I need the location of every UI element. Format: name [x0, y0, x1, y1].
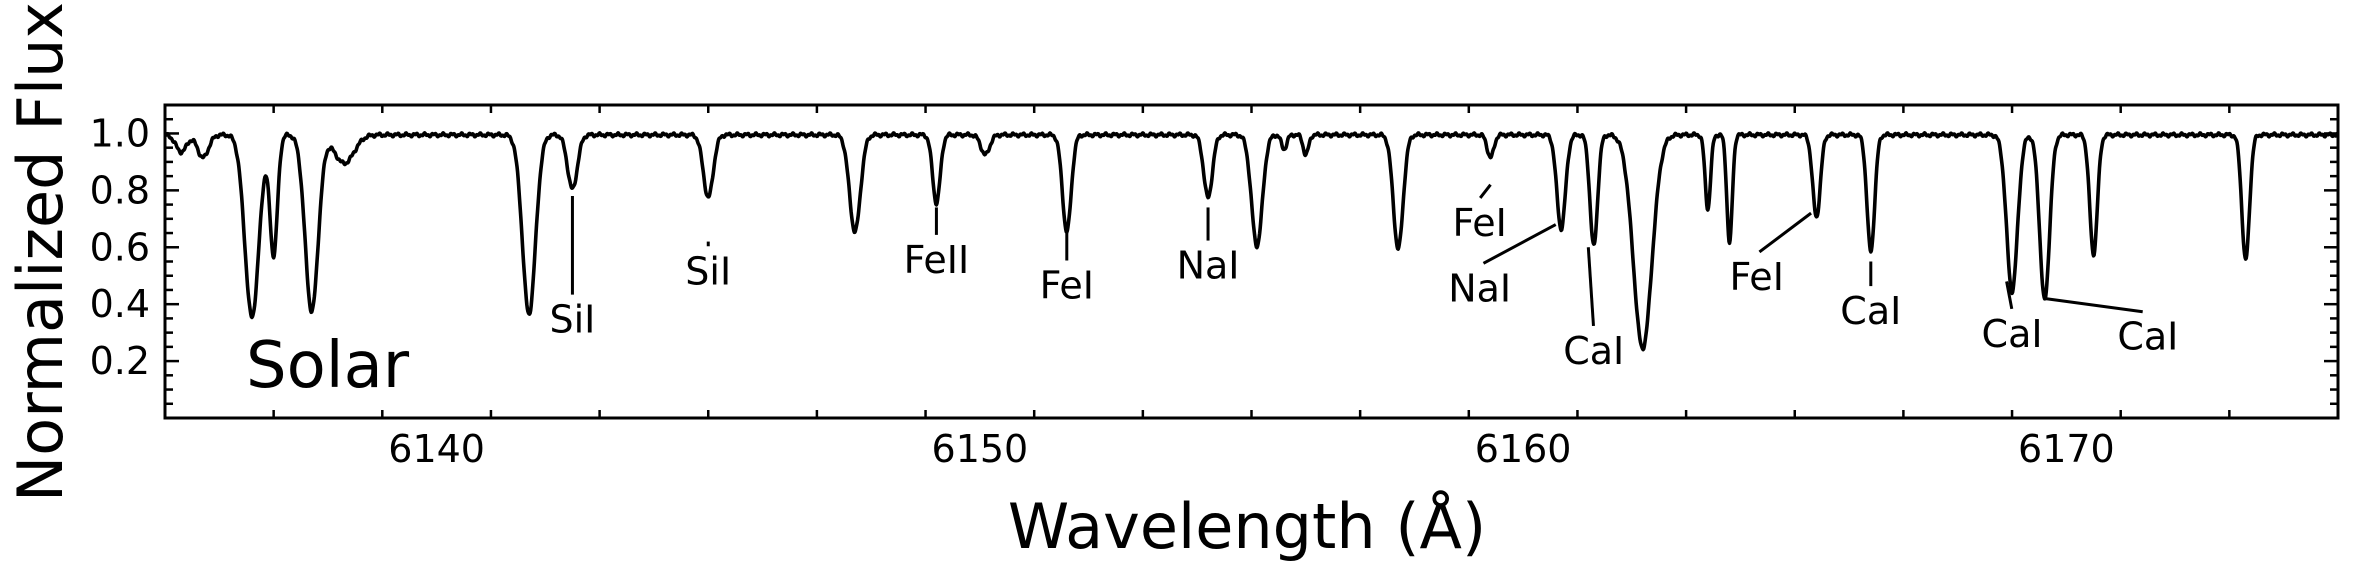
x-tick-label: 6170 [2018, 427, 2115, 471]
annotation-leader [1758, 211, 1812, 254]
annotation-fei: FeI [1452, 183, 1507, 245]
annotation-label: CaI [1840, 289, 1901, 333]
annotation-label: SiI [685, 249, 731, 293]
annotation-nai: NaI [1177, 207, 1240, 288]
x-tick-label: 6150 [932, 427, 1029, 471]
plot-frame [163, 103, 2340, 420]
annotation-leader [1586, 247, 1595, 327]
y-tick-label: 1.0 [90, 111, 150, 155]
panel-label: Solar [246, 329, 410, 403]
spectrum-line [163, 131, 2340, 352]
x-axis-label: Wavelength (Å) [1008, 490, 1486, 563]
annotation-label: FeI [1452, 201, 1506, 245]
annotation-label: CaI [2117, 315, 2178, 359]
annotation-cai: CaI [2044, 297, 2178, 359]
annotation-label: FeI [1730, 255, 1784, 299]
annotation-cai: CaI [1982, 281, 2043, 356]
annotation-leader [1479, 183, 1492, 199]
annotation-fei: FeI [1730, 211, 1812, 299]
annotation-leader [2044, 297, 2143, 314]
line-annotations: SiI SiI FeII FeI NaI FeI NaI CaI FeI CaI CaI CaI [549, 183, 2178, 373]
annotation-label: FeI [1040, 263, 1094, 307]
annotation-feii: FeII [904, 207, 970, 282]
y-tick-label: 0.2 [90, 339, 150, 383]
annotation-label: CaI [1982, 312, 2043, 356]
annotation-label: SiI [549, 298, 595, 342]
annotation-sii: SiI [549, 196, 595, 342]
y-axis-label: Normalized Flux [4, 2, 77, 502]
axes: 6140 6150 6160 6170 0.2 0.4 0.6 0.8 1.0 [90, 103, 2340, 471]
annotation-cai: CaI [1840, 261, 1901, 333]
annotation-label: NaI [1177, 244, 1240, 288]
annotation-label: CaI [1563, 329, 1624, 373]
x-tick-label: 6140 [388, 427, 485, 471]
x-tick-label: 6160 [1475, 427, 1572, 471]
annotation-cai: CaI [1563, 247, 1624, 373]
y-tick-label: 0.6 [90, 225, 150, 269]
annotation-label: FeII [904, 238, 970, 282]
annotation-label: NaI [1448, 266, 1511, 310]
annotation-fei: FeI [1040, 233, 1094, 307]
annotation-nai: NaI [1448, 223, 1557, 310]
y-tick-label: 0.8 [90, 168, 150, 212]
y-tick-label: 0.4 [90, 282, 150, 326]
annotation-leader [2005, 281, 2014, 310]
annotation-leader [1482, 223, 1557, 265]
annotation-sii: SiI [685, 241, 731, 293]
